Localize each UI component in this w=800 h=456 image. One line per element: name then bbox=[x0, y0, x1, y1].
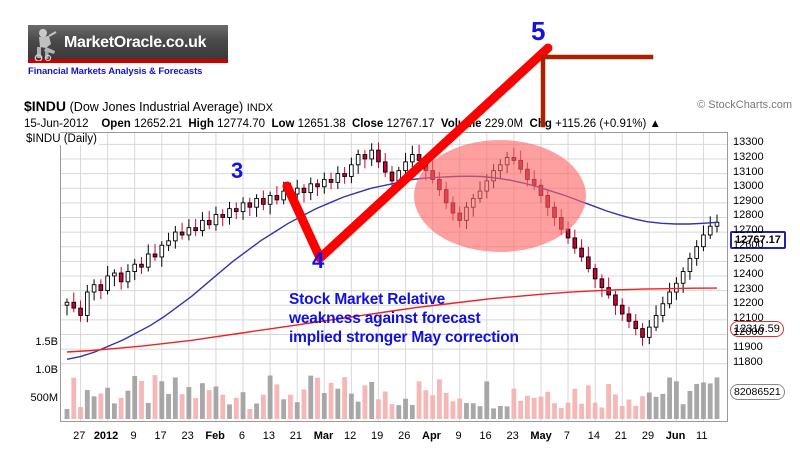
price-tick-label: 12800 bbox=[733, 209, 764, 222]
price-tick-label: 12000 bbox=[733, 326, 764, 339]
date-tick-label: May bbox=[530, 430, 552, 442]
open-label: Open bbox=[101, 118, 131, 130]
wave-label-4: 4 bbox=[312, 248, 325, 273]
date-tick-label: 23 bbox=[506, 430, 519, 442]
date-tick-label: 29 bbox=[641, 430, 655, 442]
date-tick-label: Jun bbox=[665, 430, 686, 442]
price-tick-label: 12300 bbox=[733, 282, 764, 295]
date-tick-label: 9 bbox=[130, 430, 137, 442]
volume-tick-label: 500M bbox=[30, 392, 58, 404]
date-tick-label: 14 bbox=[587, 430, 600, 442]
annotation-line-2: weakness against forecast bbox=[289, 310, 481, 327]
logo-tagline: Financial Markets Analysis & Forecasts bbox=[28, 66, 203, 77]
volume-value-tag: 82086521 bbox=[730, 384, 785, 400]
ticker-symbol: $INDU bbox=[24, 98, 67, 114]
volume-bars bbox=[64, 375, 720, 419]
site-logo: MarketOracle.co.uk Financial Markets Ana… bbox=[28, 25, 228, 77]
high-value: 12774.70 bbox=[217, 118, 266, 130]
high-label: High bbox=[188, 118, 214, 130]
quote-stats-line: 15-Jun-2012 Open 12652.21 High 12774.70 … bbox=[24, 117, 784, 131]
date-tick-label: Apr bbox=[422, 430, 441, 442]
price-tick-label: 12900 bbox=[733, 194, 764, 207]
chg-value: +115.26 (+0.91%) bbox=[555, 118, 647, 130]
date-tick-label: 11 bbox=[696, 430, 708, 442]
price-tick-label: 13200 bbox=[733, 150, 764, 163]
date-tick-label: 12 bbox=[343, 430, 357, 442]
last-price-tag: 12767.17 bbox=[730, 231, 786, 249]
volume-tick-label: 1.5B bbox=[35, 336, 58, 348]
chg-up-arrow-icon: ▲ bbox=[649, 118, 661, 130]
open-value: 12652.21 bbox=[133, 118, 182, 130]
date-tick-label: 16 bbox=[479, 430, 492, 442]
chart-annotation-text: Stock Market Relative weakness against f… bbox=[289, 290, 519, 347]
date-tick-label: 9 bbox=[455, 430, 462, 442]
date-tick-label: 13 bbox=[262, 430, 275, 442]
price-tick-label: 12100 bbox=[733, 311, 764, 324]
exchange-code: INDX bbox=[246, 102, 274, 114]
volume-tick-label: 1.0B bbox=[35, 364, 58, 376]
price-tick-label: 13300 bbox=[733, 136, 764, 149]
date-tick-label: 6 bbox=[238, 430, 245, 442]
annotation-line-3: implied stronger May correction bbox=[289, 329, 519, 346]
date-tick-label: 27 bbox=[73, 430, 86, 442]
logo-brand-text: MarketOracle.co.uk bbox=[64, 34, 207, 51]
volume-value: 229.0M bbox=[484, 118, 524, 130]
quote-date: 15-Jun-2012 bbox=[24, 118, 89, 130]
low-value: 12651.38 bbox=[297, 118, 346, 130]
quote-header: $INDU (Dow Jones Industrial Average) IND… bbox=[24, 99, 784, 131]
wave-label-5: 5 bbox=[531, 16, 546, 46]
red-ma-value-tag: 12316.59 bbox=[730, 321, 784, 337]
date-tick-label: 26 bbox=[398, 430, 411, 442]
volume-label: Volume bbox=[440, 118, 482, 130]
price-tick-label: 12200 bbox=[733, 297, 764, 310]
close-value: 12767.17 bbox=[386, 118, 435, 130]
price-tick-label: 12700 bbox=[733, 224, 764, 237]
date-tick-label: 21 bbox=[289, 430, 303, 442]
copyright-notice: © StockCharts.com bbox=[697, 99, 792, 111]
price-tick-label: 11800 bbox=[733, 355, 763, 368]
date-tick-label: 21 bbox=[614, 430, 628, 442]
seated-figure-icon bbox=[34, 28, 57, 61]
price-tick-label: 12500 bbox=[733, 253, 764, 266]
price-chart-canvas bbox=[61, 133, 727, 421]
date-tick-label: 23 bbox=[181, 430, 194, 442]
price-tick-label: 13000 bbox=[733, 180, 764, 193]
wave-label-3: 3 bbox=[231, 158, 244, 183]
date-tick-label: Mar bbox=[313, 430, 334, 442]
price-tick-label: 13100 bbox=[733, 165, 764, 178]
low-label: Low bbox=[271, 118, 295, 130]
price-tick-label: 12600 bbox=[733, 238, 764, 251]
date-tick-label: 7 bbox=[563, 430, 570, 442]
date-tick-label: 19 bbox=[371, 430, 384, 442]
index-full-name: (Dow Jones Industrial Average) bbox=[69, 100, 244, 114]
chg-label: Chg bbox=[529, 118, 552, 130]
price-tick-label: 12400 bbox=[733, 267, 764, 280]
price-pane-label: $INDU (Daily) bbox=[24, 133, 99, 145]
moving-average-red bbox=[66, 287, 718, 353]
date-tick-label: Feb bbox=[205, 430, 225, 442]
price-tick-label: 11900 bbox=[733, 341, 763, 354]
price-chart-frame[interactable] bbox=[60, 132, 728, 422]
quote-title-line: $INDU (Dow Jones Industrial Average) IND… bbox=[24, 99, 784, 116]
close-label: Close bbox=[352, 118, 384, 130]
date-tick-label: 17 bbox=[154, 430, 167, 442]
annotation-line-1: Stock Market Relative bbox=[289, 291, 446, 308]
logo-banner: MarketOracle.co.uk bbox=[28, 25, 228, 63]
date-tick-label: 2012 bbox=[93, 430, 119, 442]
